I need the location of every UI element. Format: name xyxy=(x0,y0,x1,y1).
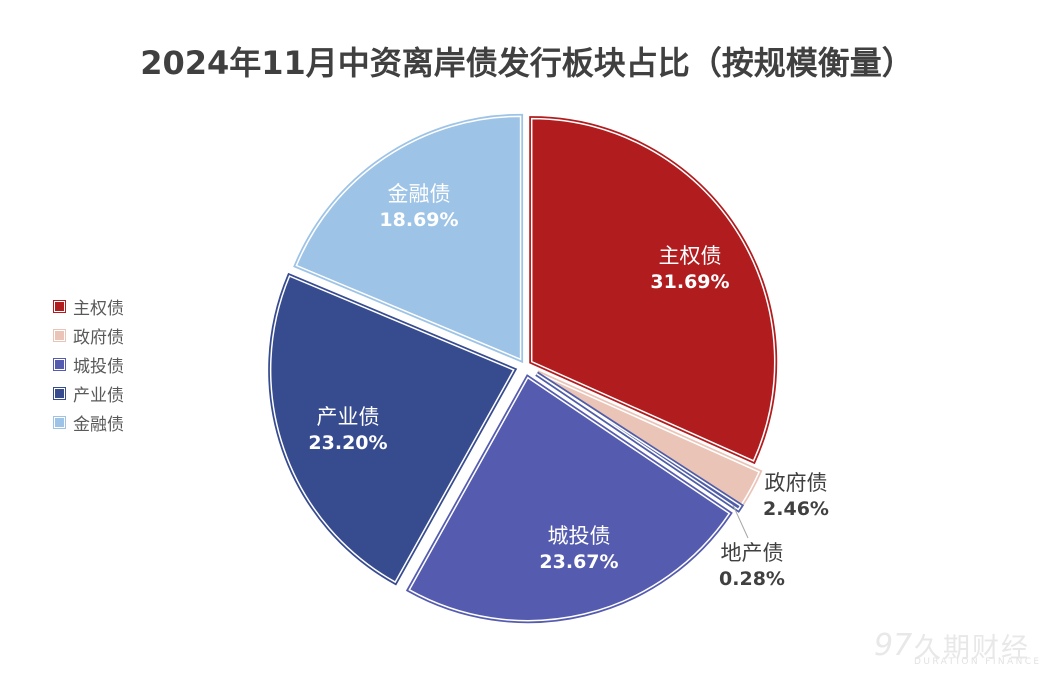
label-value: 0.28% xyxy=(719,568,785,591)
label-name: 产业债 xyxy=(316,405,380,429)
label-name: 政府债 xyxy=(764,471,828,495)
watermark: 97 久期财经 DURATION FINANCE xyxy=(866,626,1046,670)
watermark-text-cn: 久期财经 xyxy=(914,633,1030,664)
legend-swatch xyxy=(53,387,66,400)
legend-item-lgfv[interactable]: 城投债 xyxy=(53,350,124,379)
legend-item-government[interactable]: 政府债 xyxy=(53,321,124,350)
legend-swatch xyxy=(53,358,66,371)
label-sovereign: 主权债 31.69% xyxy=(640,243,740,295)
label-government: 政府债 2.46% xyxy=(746,470,846,522)
leader-line-property xyxy=(732,504,749,539)
legend-item-financial[interactable]: 金融债 xyxy=(53,408,124,437)
label-property: 地产债 0.28% xyxy=(702,540,802,592)
legend-swatch xyxy=(53,416,66,429)
watermark-text-en: DURATION FINANCE xyxy=(914,657,1042,667)
legend-item-industrial[interactable]: 产业债 xyxy=(53,379,124,408)
label-name: 金融债 xyxy=(387,182,451,206)
legend-label: 城投债 xyxy=(73,357,124,377)
legend: 主权债 政府债 城投债 产业债 金融债 xyxy=(53,292,124,437)
label-lgfv: 城投债 23.67% xyxy=(529,523,629,575)
pie-slice-lgfv[interactable] xyxy=(408,376,731,622)
legend-label: 政府债 xyxy=(73,328,124,348)
label-value: 31.69% xyxy=(650,271,730,294)
label-name: 地产债 xyxy=(720,541,784,565)
label-name: 主权债 xyxy=(658,244,722,268)
pie-slice-property[interactable] xyxy=(536,373,742,511)
legend-label: 金融债 xyxy=(73,415,124,435)
legend-label: 产业债 xyxy=(73,386,124,406)
watermark-logo-icon: 97 xyxy=(874,628,913,663)
label-name: 城投债 xyxy=(547,524,611,548)
pie-slice-industrial[interactable] xyxy=(269,275,515,584)
legend-swatch xyxy=(53,300,66,313)
label-value: 18.69% xyxy=(379,209,459,232)
label-industrial: 产业债 23.20% xyxy=(298,404,398,456)
label-financial: 金融债 18.69% xyxy=(369,181,469,233)
legend-label: 主权债 xyxy=(73,299,124,319)
chart-title: 2024年11月中资离岸债发行板块占比（按规模衡量） xyxy=(140,44,914,82)
pie-slice-financial[interactable] xyxy=(295,115,522,361)
legend-swatch xyxy=(53,329,66,342)
label-value: 23.20% xyxy=(308,432,388,455)
pie-slice-sovereign[interactable] xyxy=(530,117,776,462)
label-value: 2.46% xyxy=(763,498,829,521)
legend-item-sovereign[interactable]: 主权债 xyxy=(53,292,124,321)
label-value: 23.67% xyxy=(539,551,619,574)
